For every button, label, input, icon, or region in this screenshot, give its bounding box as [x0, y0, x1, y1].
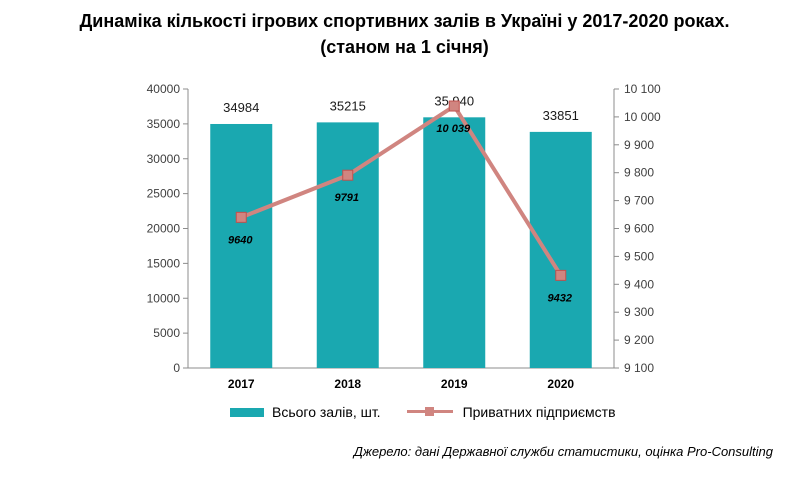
right-tick-label: 9 300	[624, 305, 654, 319]
bar-value-label: 33851	[543, 108, 579, 123]
right-tick-label: 10 100	[624, 82, 661, 96]
line-series	[240, 104, 563, 277]
source-note: Джерело: дані Державної служби статистик…	[353, 444, 773, 459]
left-tick-label: 10000	[147, 291, 181, 305]
left-tick-label: 0	[173, 361, 180, 375]
left-tick-label: 40000	[147, 82, 181, 96]
left-tick-label: 25000	[147, 187, 181, 201]
legend: Всього залів, шт. Приватних підприємств	[230, 402, 642, 422]
right-tick-label: 9 900	[624, 138, 654, 152]
right-tick-label: 9 700	[624, 194, 654, 208]
left-tick-label: 30000	[147, 152, 181, 166]
left-tick-label: 35000	[147, 117, 181, 131]
right-tick-label: 9 800	[624, 166, 654, 180]
x-tick-label: 2019	[441, 377, 468, 391]
legend-item-line: Приватних підприємств	[406, 404, 616, 420]
line-marker	[342, 169, 354, 181]
line-value-label: 10 039	[436, 123, 471, 135]
chart-title-line2: (станом на 1 січня)	[320, 37, 489, 57]
left-tick-label: 15000	[147, 256, 181, 270]
line-value-label: 9791	[335, 192, 359, 204]
bar	[529, 131, 592, 368]
line-value-label: 9640	[228, 234, 253, 246]
legend-bar-label: Всього залів, шт.	[272, 404, 381, 420]
x-tick-label: 2018	[334, 377, 361, 391]
left-tick-label: 5000	[153, 326, 180, 340]
bar-value-label: 34984	[223, 100, 259, 115]
right-tick-label: 9 200	[624, 333, 654, 347]
legend-line-swatch	[406, 407, 453, 417]
bar-value-label: 35215	[330, 98, 366, 113]
legend-bar-swatch	[230, 407, 264, 417]
right-tick-label: 9 100	[624, 361, 654, 375]
line-marker	[235, 211, 247, 223]
line-marker	[555, 269, 567, 281]
x-tick-label: 2017	[228, 377, 255, 391]
right-tick-label: 9 600	[624, 222, 654, 236]
bar	[210, 123, 273, 368]
left-tick-label: 20000	[147, 222, 181, 236]
legend-item-bars: Всього залів, шт.	[230, 404, 381, 420]
x-tick-label: 2020	[547, 377, 574, 391]
chart-title-line1: Динаміка кількості ігрових спортивних за…	[79, 11, 730, 31]
right-tick-label: 10 000	[624, 110, 661, 124]
chart-title: Динаміка кількості ігрових спортивних за…	[0, 8, 809, 60]
bar	[423, 117, 486, 368]
right-tick-label: 9 400	[624, 277, 654, 291]
right-tick-label: 9 500	[624, 249, 654, 263]
legend-line-label: Приватних підприємств	[462, 404, 616, 420]
line-value-label: 9432	[548, 292, 572, 304]
line-marker	[448, 100, 460, 112]
